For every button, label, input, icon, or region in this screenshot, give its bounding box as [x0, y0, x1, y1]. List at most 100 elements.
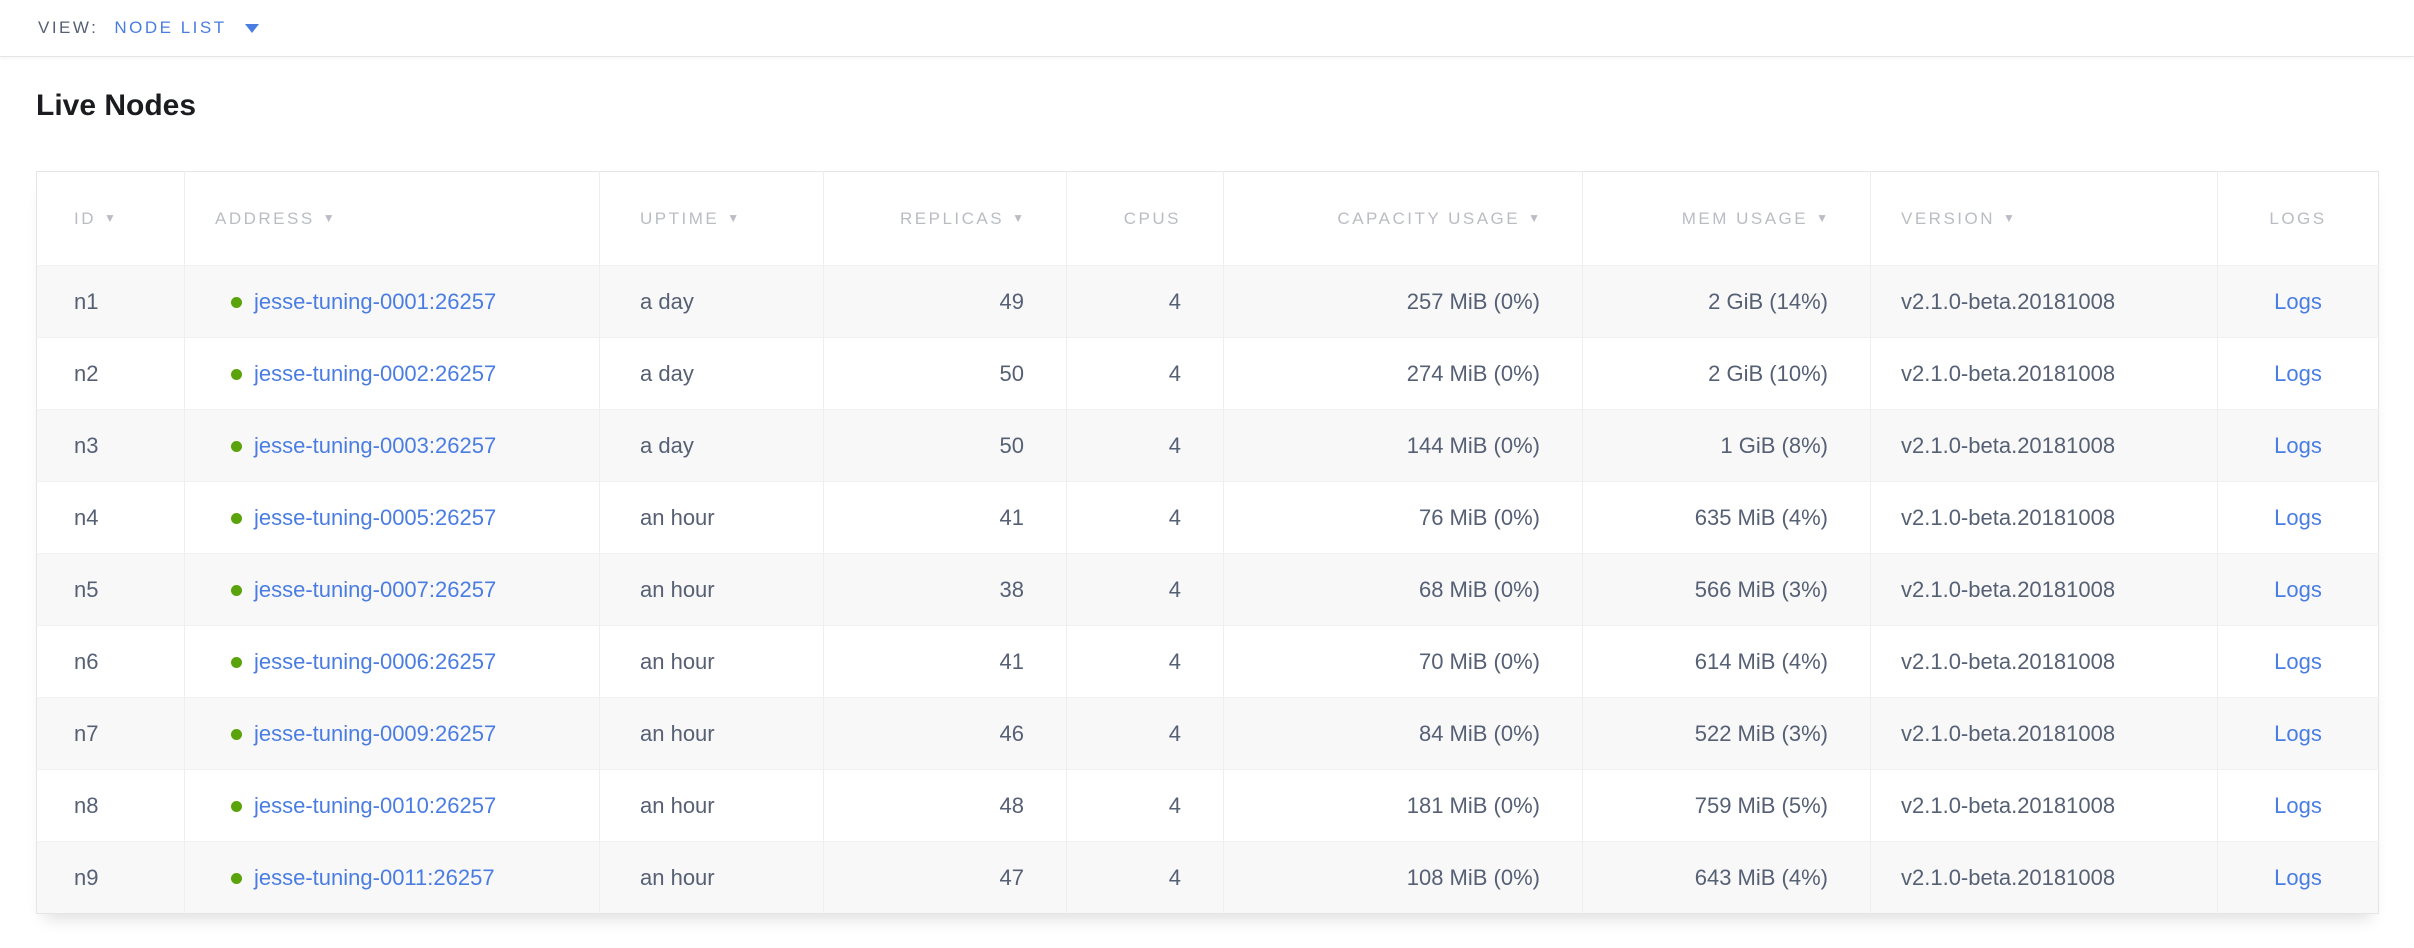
cpus-cell: 4	[1066, 841, 1224, 914]
column-header-label: ID	[74, 208, 96, 228]
column-header-label: VERSION	[1901, 208, 1996, 228]
version-cell: v2.1.0-beta.20181008	[1870, 697, 2218, 770]
id-cell: n7	[36, 697, 185, 770]
address-cell: jesse-tuning-0010:26257	[184, 769, 600, 842]
table-row: n4 jesse-tuning-0005:26257 an hour 41 4 76 Mi…	[36, 481, 2379, 554]
table-body: n1 jesse-tuning-0001:26257 a day 49 4 257 MiB…	[36, 265, 2379, 914]
node-live-status-icon	[231, 584, 242, 596]
node-live-status-icon	[231, 800, 242, 812]
logs-link[interactable]: Logs	[2274, 792, 2322, 818]
node-address-link[interactable]: jesse-tuning-0002:26257	[254, 360, 497, 386]
node-live-status-icon	[231, 872, 242, 884]
column-header-replicas[interactable]: REPLICAS ▼	[823, 171, 1067, 266]
table-row: n1 jesse-tuning-0001:26257 a day 49 4 257 MiB…	[36, 265, 2379, 338]
replicas-cell: 49	[823, 265, 1067, 338]
column-header-address[interactable]: ADDRESS ▼	[184, 171, 600, 266]
uptime-cell: an hour	[599, 553, 824, 626]
mem-cell: 635 MiB (4%)	[1582, 481, 1871, 554]
uptime-cell: an hour	[599, 841, 824, 914]
column-header-label: UPTIME	[640, 208, 720, 228]
logs-link[interactable]: Logs	[2274, 648, 2322, 674]
node-live-status-icon	[231, 512, 242, 524]
logs-link[interactable]: Logs	[2274, 504, 2322, 530]
header-row: ID ▼ ADDRESS ▼ UPTIME ▼ REPLICAS ▼ CPUS CAPACITY …	[36, 171, 2379, 266]
id-cell: n5	[36, 553, 185, 626]
node-address-link[interactable]: jesse-tuning-0011:26257	[254, 864, 495, 890]
id-cell: n1	[36, 265, 185, 338]
column-header-cpus: CPUS	[1066, 171, 1224, 266]
uptime-cell: a day	[599, 337, 824, 410]
capacity-cell: 181 MiB (0%)	[1223, 769, 1583, 842]
node-live-status-icon	[231, 656, 242, 668]
cpus-cell: 4	[1066, 769, 1224, 842]
cpus-cell: 4	[1066, 481, 1224, 554]
version-cell: v2.1.0-beta.20181008	[1870, 265, 2218, 338]
logs-link[interactable]: Logs	[2274, 864, 2322, 890]
logs-cell: Logs	[2217, 337, 2379, 410]
node-address-link[interactable]: jesse-tuning-0006:26257	[254, 648, 497, 674]
logs-link[interactable]: Logs	[2274, 720, 2322, 746]
address-cell: jesse-tuning-0005:26257	[184, 481, 600, 554]
id-cell: n4	[36, 481, 185, 554]
capacity-cell: 274 MiB (0%)	[1223, 337, 1583, 410]
table-row: n5 jesse-tuning-0007:26257 an hour 38 4 68 Mi…	[36, 553, 2379, 626]
replicas-cell: 50	[823, 337, 1067, 410]
replicas-cell: 46	[823, 697, 1067, 770]
live-nodes-table: ID ▼ ADDRESS ▼ UPTIME ▼ REPLICAS ▼ CPUS CAPACITY …	[36, 171, 2379, 914]
address-cell: jesse-tuning-0006:26257	[184, 625, 600, 698]
table-row: n7 jesse-tuning-0009:26257 an hour 46 4 84 Mi…	[36, 697, 2379, 770]
table-row: n8 jesse-tuning-0010:26257 an hour 48 4 181 M…	[36, 769, 2379, 842]
mem-cell: 643 MiB (4%)	[1582, 841, 1871, 914]
node-address-link[interactable]: jesse-tuning-0010:26257	[254, 792, 497, 818]
node-address-link[interactable]: jesse-tuning-0009:26257	[254, 720, 497, 746]
node-address-link[interactable]: jesse-tuning-0001:26257	[254, 288, 497, 314]
sort-arrow-icon: ▼	[1012, 210, 1024, 225]
table-header: ID ▼ ADDRESS ▼ UPTIME ▼ REPLICAS ▼ CPUS CAPACITY …	[36, 171, 2379, 266]
node-address-link[interactable]: jesse-tuning-0003:26257	[254, 432, 497, 458]
capacity-cell: 76 MiB (0%)	[1223, 481, 1583, 554]
capacity-cell: 68 MiB (0%)	[1223, 553, 1583, 626]
node-live-status-icon	[231, 440, 242, 452]
mem-cell: 759 MiB (5%)	[1582, 769, 1871, 842]
replicas-cell: 47	[823, 841, 1067, 914]
column-header-mem[interactable]: MEM USAGE ▼	[1582, 171, 1871, 266]
mem-cell: 566 MiB (3%)	[1582, 553, 1871, 626]
uptime-cell: an hour	[599, 697, 824, 770]
main-content: Live Nodes ID ▼ ADDRESS ▼ UPTIME ▼ REPLICAS ▼ CP…	[0, 87, 2414, 914]
replicas-cell: 38	[823, 553, 1067, 626]
column-header-logs: LOGS	[2217, 171, 2379, 266]
sort-arrow-icon: ▼	[727, 210, 740, 225]
node-address-link[interactable]: jesse-tuning-0007:26257	[254, 576, 497, 602]
logs-link[interactable]: Logs	[2274, 432, 2322, 458]
table-row: n2 jesse-tuning-0002:26257 a day 50 4 274 MiB…	[36, 337, 2379, 410]
column-header-capacity[interactable]: CAPACITY USAGE ▼	[1223, 171, 1583, 266]
column-header-version[interactable]: VERSION ▼	[1870, 171, 2218, 266]
column-header-id[interactable]: ID ▼	[36, 171, 185, 266]
logs-link[interactable]: Logs	[2274, 576, 2322, 602]
mem-cell: 2 GiB (14%)	[1582, 265, 1871, 338]
view-selector-dropdown[interactable]: NODE LIST	[114, 18, 259, 38]
sort-arrow-icon: ▼	[1528, 210, 1540, 225]
column-header-label: LOGS	[2269, 208, 2327, 228]
node-live-status-icon	[231, 296, 242, 308]
page-title: Live Nodes	[36, 89, 197, 122]
chevron-down-icon	[244, 23, 259, 33]
node-address-link[interactable]: jesse-tuning-0005:26257	[254, 504, 497, 530]
view-bar: VIEW: NODE LIST	[0, 0, 2414, 57]
replicas-cell: 50	[823, 409, 1067, 482]
logs-cell: Logs	[2217, 841, 2379, 914]
address-cell: jesse-tuning-0002:26257	[184, 337, 600, 410]
logs-link[interactable]: Logs	[2274, 288, 2322, 314]
address-cell: jesse-tuning-0007:26257	[184, 553, 600, 626]
version-cell: v2.1.0-beta.20181008	[1870, 337, 2218, 410]
node-live-status-icon	[231, 368, 242, 380]
capacity-cell: 108 MiB (0%)	[1223, 841, 1583, 914]
column-header-label: ADDRESS	[215, 208, 315, 228]
logs-cell: Logs	[2217, 769, 2379, 842]
sort-arrow-icon: ▼	[104, 210, 116, 225]
mem-cell: 2 GiB (10%)	[1582, 337, 1871, 410]
version-cell: v2.1.0-beta.20181008	[1870, 553, 2218, 626]
column-header-label: REPLICAS	[900, 208, 1005, 228]
logs-link[interactable]: Logs	[2274, 360, 2322, 386]
column-header-uptime[interactable]: UPTIME ▼	[599, 171, 824, 266]
